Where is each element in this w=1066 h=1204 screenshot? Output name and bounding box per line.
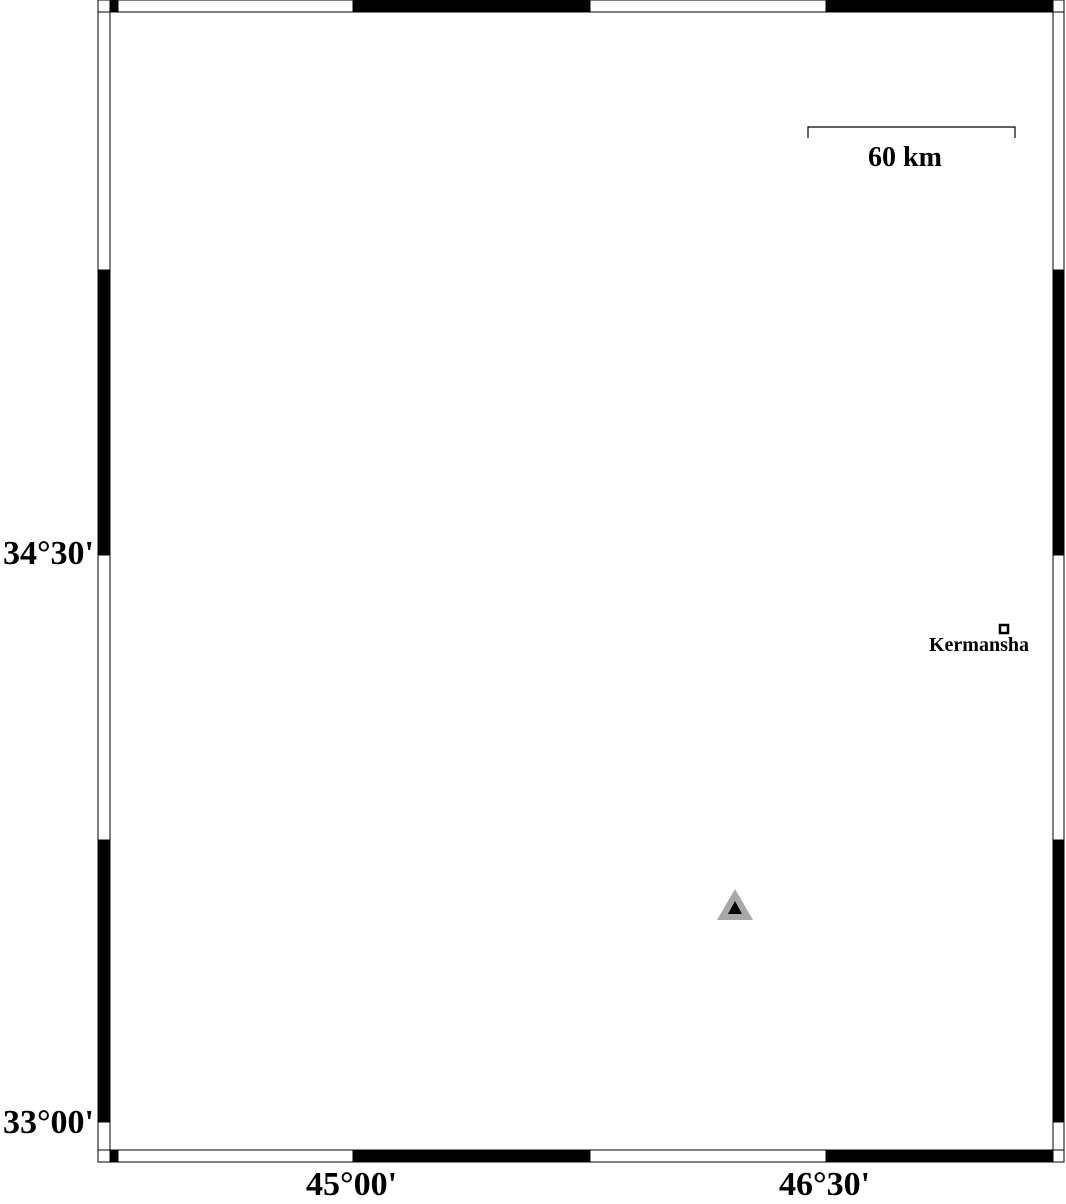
triangle-station-icon	[717, 889, 753, 920]
lat-label: 33°00'	[2, 1104, 94, 1141]
scale-bar-label: 60 km	[868, 142, 942, 173]
lat-label: 34°30'	[2, 535, 94, 572]
map-frame	[97, 0, 1065, 1163]
lon-label: 46°30'	[779, 1166, 871, 1203]
scale-bar	[807, 126, 1016, 138]
lon-label: 45°00'	[306, 1166, 398, 1203]
city-label-kermansha: Kermansha	[929, 634, 1029, 656]
square-marker-icon	[998, 623, 1010, 635]
